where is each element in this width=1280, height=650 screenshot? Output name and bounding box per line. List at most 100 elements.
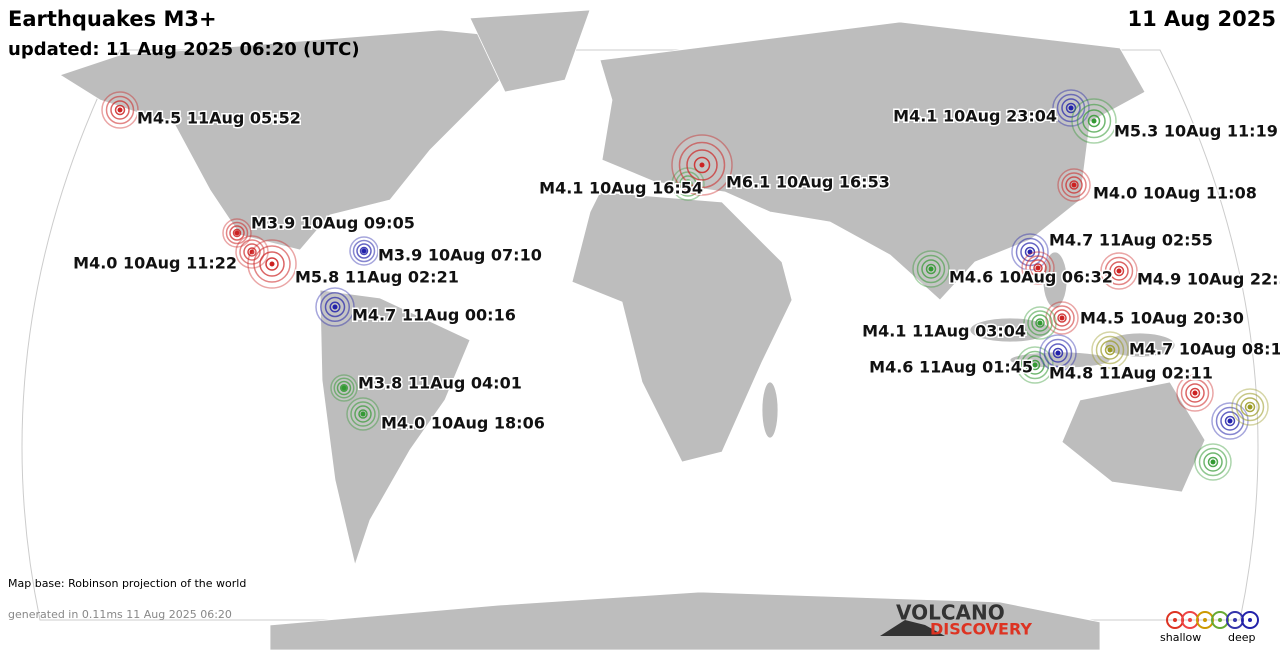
marker-ring	[265, 257, 279, 271]
marker-center	[699, 162, 705, 168]
legend	[1166, 611, 1259, 629]
marker-ring	[1029, 359, 1041, 371]
legend-dot	[1218, 618, 1222, 622]
generated: generated in 0.11ms 11 Aug 2025 06:20	[8, 608, 232, 621]
quake-marker	[330, 374, 358, 402]
quake-label: M5.8 11Aug 02:21	[295, 268, 459, 287]
quake-marker	[1091, 331, 1129, 369]
marker-ring	[693, 156, 711, 174]
south-america	[319, 289, 471, 567]
basemap	[21, 9, 1259, 650]
quake-label: M4.1 11Aug 03:04	[862, 322, 1026, 341]
legend-dot	[1173, 618, 1177, 622]
marker-ring	[1185, 383, 1205, 403]
quake-label: M4.7 11Aug 02:55	[1049, 231, 1213, 250]
quake-label: M4.1 10Aug 23:04	[893, 107, 1057, 126]
marker-center	[928, 266, 934, 272]
marker-center	[1027, 249, 1033, 255]
quake-label: M4.6 10Aug 06:32	[949, 268, 1113, 287]
marker-ring	[359, 246, 369, 256]
marker-center	[1192, 390, 1198, 396]
marker-center	[1210, 459, 1216, 465]
marker-center	[1068, 105, 1074, 111]
australia	[1061, 381, 1206, 493]
quake-marker	[349, 236, 379, 266]
marker-ring	[259, 251, 285, 277]
marker-center	[117, 107, 123, 113]
marker-ring	[1215, 406, 1245, 436]
marker-ring	[225, 221, 249, 245]
quake-marker	[1045, 301, 1079, 335]
quake-label: M4.1 10Aug 16:54	[539, 179, 703, 198]
quake-label: M4.6 11Aug 01:45	[869, 358, 1033, 377]
greenland	[469, 9, 591, 93]
marker-ring	[1027, 310, 1053, 336]
quake-marker	[671, 167, 705, 201]
marker-ring	[1082, 109, 1106, 133]
title: Earthquakes M3+	[8, 7, 217, 31]
quake-label: M4.7 10Aug 08:19	[1129, 340, 1280, 359]
marker-ring	[229, 225, 245, 241]
marker-center	[1059, 315, 1065, 321]
legend-dot	[1233, 618, 1237, 622]
quake-label: M5.3 10Aug 11:19	[1114, 122, 1278, 141]
marker-ring	[1100, 340, 1120, 360]
marker-ring	[678, 141, 726, 189]
marker-ring	[358, 409, 368, 419]
marker-center	[361, 248, 367, 254]
marker-ring	[1189, 387, 1201, 399]
marker-ring	[324, 296, 346, 318]
quake-marker	[1052, 89, 1090, 127]
marker-ring	[1020, 350, 1050, 380]
quake-label: M4.5 10Aug 20:30	[1080, 309, 1244, 328]
marker-ring	[247, 247, 257, 257]
quake-marker	[222, 218, 252, 248]
marker-ring	[110, 100, 130, 120]
marker-ring	[333, 377, 355, 399]
marker-ring	[1057, 313, 1067, 323]
legend-shallow: shallow	[1160, 631, 1201, 644]
marker-ring	[340, 384, 348, 392]
marker-ring	[921, 259, 941, 279]
logo-icon	[880, 620, 945, 636]
marker-ring	[1198, 447, 1228, 477]
quake-marker	[101, 91, 139, 129]
legend-ring	[1241, 611, 1259, 629]
marker-ring	[1104, 344, 1116, 356]
logo-top: VOLCANO	[896, 601, 1005, 625]
marker-ring	[1048, 343, 1068, 363]
quake-marker	[1231, 388, 1269, 426]
date: 11 Aug 2025	[1127, 7, 1276, 31]
marker-ring	[1113, 265, 1125, 277]
marker-ring	[1065, 102, 1077, 114]
marker-ring	[925, 263, 937, 275]
marker-center	[341, 385, 347, 391]
marker-center	[1107, 347, 1113, 353]
quake-marker	[1176, 374, 1214, 412]
quake-marker	[671, 134, 733, 196]
quake-marker	[1194, 443, 1232, 481]
marker-center	[360, 411, 366, 417]
marker-ring	[232, 228, 242, 238]
marker-ring	[320, 292, 350, 322]
marker-center	[1247, 404, 1253, 410]
quake-label: M6.1 10Aug 16:53	[726, 173, 890, 192]
marker-center	[1032, 362, 1038, 368]
marker-ring	[1052, 347, 1064, 359]
marker-ring	[1065, 176, 1083, 194]
marker-center	[1035, 265, 1041, 271]
legend-deep: deep	[1228, 631, 1256, 644]
marker-ring	[1061, 98, 1081, 118]
marker-ring	[1031, 314, 1049, 332]
marker-ring	[1053, 309, 1071, 327]
marker-ring	[354, 405, 372, 423]
quake-label: M4.5 11Aug 05:52	[137, 109, 301, 128]
quakes: M4.5 11Aug 05:52 M3.9 10Aug 09:05 M4.0 10A…	[72, 89, 1280, 481]
marker-center	[1091, 118, 1097, 124]
quake-marker	[1071, 98, 1117, 144]
quake-marker	[1023, 306, 1057, 340]
updated: updated: 11 Aug 2025 06:20 (UTC)	[8, 39, 360, 60]
quake-marker	[1016, 346, 1054, 384]
marker-ring	[1087, 114, 1101, 128]
marker-center	[1116, 268, 1122, 274]
